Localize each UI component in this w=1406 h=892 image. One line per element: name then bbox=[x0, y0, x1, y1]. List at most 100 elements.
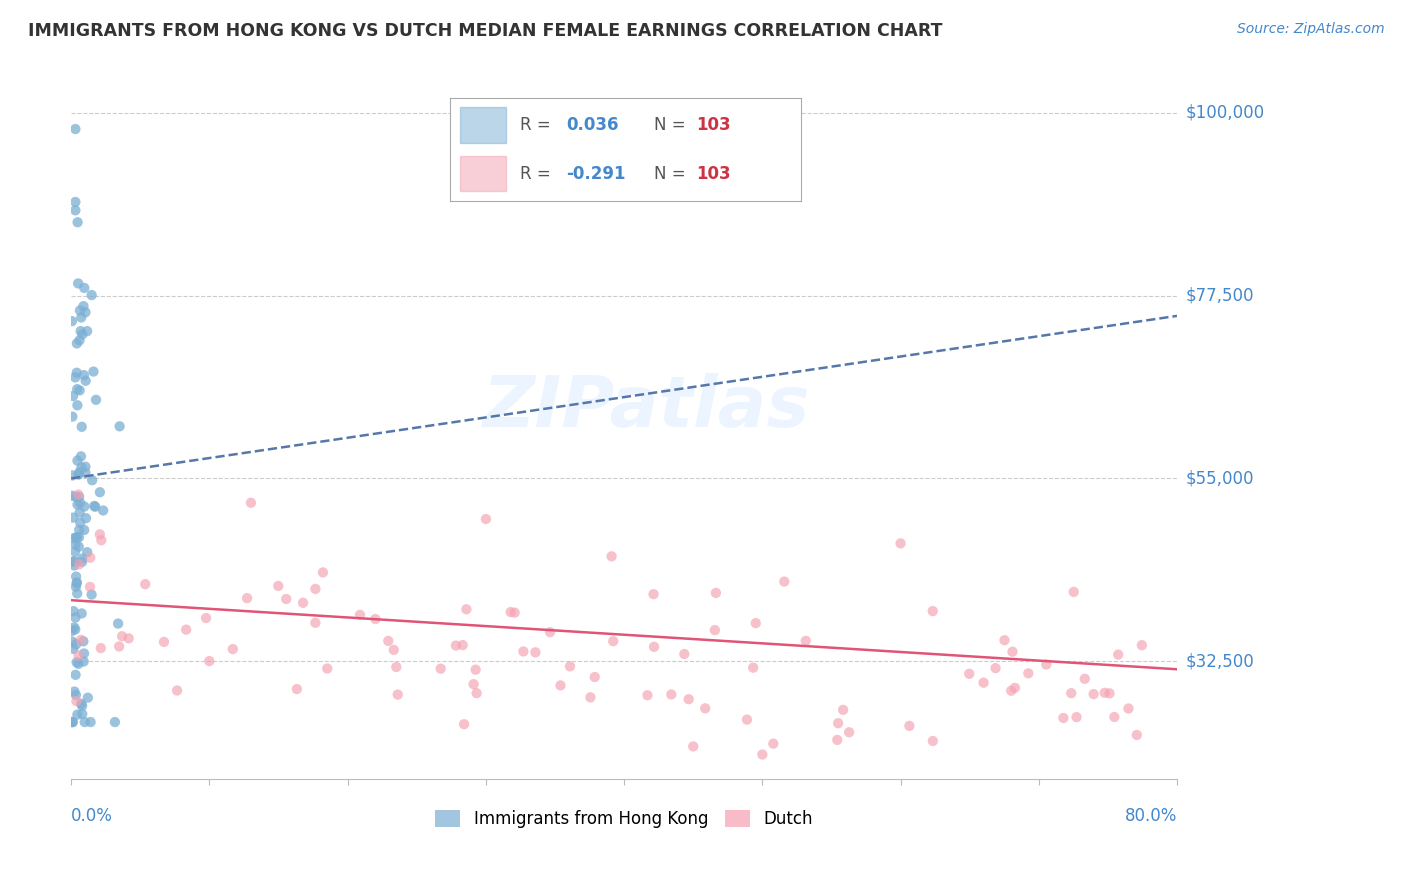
Point bbox=[673, 647, 696, 661]
Text: 103: 103 bbox=[696, 116, 731, 135]
Point bbox=[67, 523, 90, 537]
Point bbox=[65, 688, 87, 702]
Point bbox=[66, 398, 89, 412]
Point bbox=[70, 632, 93, 647]
Text: $77,500: $77,500 bbox=[1185, 286, 1254, 304]
Text: Source: ZipAtlas.com: Source: ZipAtlas.com bbox=[1237, 22, 1385, 37]
Point bbox=[79, 550, 101, 565]
Point bbox=[66, 575, 89, 590]
Point bbox=[579, 690, 602, 705]
Point bbox=[827, 716, 849, 731]
Point bbox=[66, 586, 89, 600]
Point bbox=[67, 648, 90, 663]
Point bbox=[762, 737, 785, 751]
Point bbox=[67, 465, 90, 479]
Point bbox=[1107, 648, 1129, 662]
Text: N =: N = bbox=[654, 116, 690, 135]
Point bbox=[838, 725, 860, 739]
Point bbox=[62, 510, 84, 524]
Point bbox=[921, 604, 943, 618]
Point bbox=[742, 660, 765, 674]
Point bbox=[65, 637, 87, 651]
Point bbox=[62, 468, 84, 483]
Point bbox=[60, 314, 83, 328]
Point bbox=[70, 460, 93, 475]
Point bbox=[984, 661, 1007, 675]
Text: R =: R = bbox=[520, 116, 557, 135]
Point bbox=[69, 303, 91, 318]
Point bbox=[67, 530, 90, 544]
Point bbox=[364, 612, 387, 626]
Point bbox=[832, 703, 855, 717]
Point bbox=[751, 747, 773, 762]
Point bbox=[66, 498, 89, 512]
Point bbox=[1035, 657, 1057, 672]
Point bbox=[550, 678, 572, 692]
Point bbox=[62, 641, 84, 656]
Point bbox=[82, 473, 104, 487]
Point bbox=[60, 624, 83, 638]
Point bbox=[558, 659, 581, 673]
Point bbox=[166, 683, 188, 698]
Point bbox=[602, 634, 624, 648]
Point bbox=[70, 555, 93, 569]
Point bbox=[890, 536, 912, 550]
Point bbox=[643, 640, 665, 654]
Point bbox=[69, 333, 91, 347]
Bar bbox=[461, 107, 506, 144]
Point bbox=[1094, 686, 1116, 700]
Point bbox=[66, 215, 89, 229]
Text: $32,500: $32,500 bbox=[1185, 652, 1254, 670]
Point bbox=[475, 512, 498, 526]
Point bbox=[80, 588, 103, 602]
Point bbox=[1017, 666, 1039, 681]
Point bbox=[267, 579, 290, 593]
Text: 0.036: 0.036 bbox=[567, 116, 619, 135]
Point bbox=[1001, 645, 1024, 659]
Point bbox=[70, 551, 93, 566]
Legend: Immigrants from Hong Kong, Dutch: Immigrants from Hong Kong, Dutch bbox=[429, 804, 820, 835]
Point bbox=[1083, 687, 1105, 701]
Point bbox=[63, 544, 86, 558]
Text: ZIPatlas: ZIPatlas bbox=[482, 373, 810, 442]
Point bbox=[67, 657, 90, 671]
Point bbox=[387, 688, 409, 702]
Point bbox=[451, 638, 474, 652]
Point bbox=[222, 642, 245, 657]
Point bbox=[84, 392, 107, 407]
Point bbox=[66, 530, 89, 544]
Point bbox=[134, 577, 156, 591]
Point bbox=[67, 490, 90, 504]
Point bbox=[312, 566, 335, 580]
Point bbox=[90, 533, 112, 548]
Point bbox=[921, 734, 943, 748]
Point bbox=[62, 714, 84, 729]
Point bbox=[957, 666, 980, 681]
Point bbox=[76, 324, 98, 338]
Point bbox=[65, 668, 87, 682]
Point bbox=[512, 644, 534, 658]
Point bbox=[65, 122, 87, 136]
Point bbox=[60, 409, 83, 424]
Point bbox=[385, 660, 408, 674]
Point bbox=[153, 635, 176, 649]
Point bbox=[794, 633, 817, 648]
Point bbox=[69, 506, 91, 520]
Point bbox=[67, 277, 90, 291]
Point bbox=[66, 382, 89, 396]
Point bbox=[316, 661, 339, 675]
Point bbox=[1126, 728, 1149, 742]
Point bbox=[695, 701, 717, 715]
Point bbox=[704, 586, 727, 600]
Point bbox=[75, 466, 97, 480]
Point bbox=[827, 732, 849, 747]
Point bbox=[682, 739, 704, 754]
Point bbox=[1060, 686, 1083, 700]
Point bbox=[464, 663, 486, 677]
Point bbox=[898, 719, 921, 733]
Point bbox=[69, 324, 91, 338]
Point bbox=[62, 604, 84, 618]
Point bbox=[73, 655, 96, 669]
Point bbox=[773, 574, 796, 589]
Point bbox=[659, 688, 682, 702]
